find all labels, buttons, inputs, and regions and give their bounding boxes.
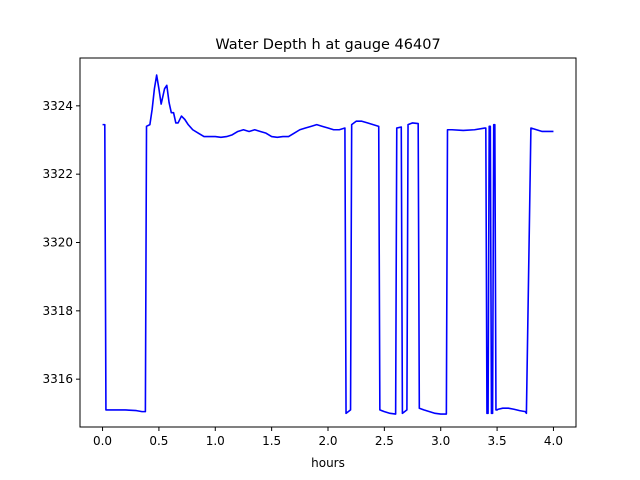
y-tick-label: 3320 [42, 236, 73, 250]
x-tick-label: 2.0 [318, 434, 337, 448]
x-tick-label: 0.5 [149, 434, 168, 448]
x-tick-label: 1.5 [262, 434, 281, 448]
series-line-0 [102, 74, 554, 415]
x-tick-label: 3.5 [488, 434, 507, 448]
y-tick-label: 3322 [42, 167, 73, 181]
x-tick-label: 0.0 [93, 434, 112, 448]
axis-ticks: 0.0 0.5 1.0 1.5 2.0 2.5 3.0 3.5 4.0 3316 3318 3320 3… [42, 99, 563, 448]
y-tick-label: 3324 [42, 99, 73, 113]
x-tick-label: 1.0 [206, 434, 225, 448]
x-tick-label: 3.0 [431, 434, 450, 448]
plot-frame [79, 57, 577, 428]
y-tick-label: 3318 [42, 304, 73, 318]
y-tick-label: 3316 [42, 372, 73, 386]
plot-area [102, 74, 554, 415]
x-tick-label: 2.5 [375, 434, 394, 448]
x-axis-label: hours [311, 456, 345, 470]
x-tick-label: 4.0 [544, 434, 563, 448]
chart-title: Water Depth h at gauge 46407 [215, 37, 440, 53]
